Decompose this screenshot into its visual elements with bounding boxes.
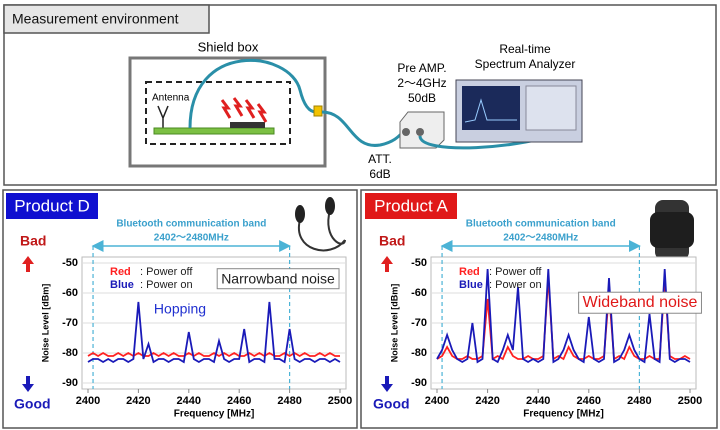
x-tick-label: 2420 <box>475 395 499 407</box>
legend-key: Red <box>459 266 480 278</box>
x-tick-label: 2400 <box>76 395 100 407</box>
diagram-panel <box>3 4 717 186</box>
product-title: Product D <box>14 196 90 215</box>
diagram-header: Measurement environment <box>12 11 179 27</box>
quality-bottom: Good <box>373 396 410 412</box>
annotation-box <box>578 291 702 314</box>
antenna <box>157 105 169 128</box>
annotation-box <box>216 268 340 290</box>
up-arrow <box>381 256 393 272</box>
analyzer-screen <box>462 86 520 130</box>
y-tick-label: -60 <box>62 287 78 299</box>
screen-trace <box>464 98 517 123</box>
att-label: 6dB <box>369 167 390 181</box>
watch-icon <box>650 200 694 260</box>
chip <box>230 122 265 128</box>
legend-label: : Power off <box>489 266 542 278</box>
amp-label: 50dB <box>408 91 436 105</box>
inner-box <box>145 81 291 145</box>
annotation: Wideband noise <box>583 294 698 311</box>
series-line <box>87 351 340 358</box>
att-label: ATT. <box>368 152 392 166</box>
cable <box>188 58 317 129</box>
y-tick-label: -90 <box>411 377 427 389</box>
legend-label: : Power on <box>140 279 193 291</box>
quality-bottom: Good <box>14 396 51 412</box>
port <box>402 128 410 136</box>
earphones-icon <box>295 197 346 252</box>
analyzer-label: Real-time <box>499 42 551 56</box>
x-tick-label: 2440 <box>177 395 201 407</box>
x-tick-label: 2500 <box>328 395 352 407</box>
x-tick-label: 2460 <box>227 395 251 407</box>
quality-top: Bad <box>379 233 405 249</box>
up-arrow <box>22 256 34 272</box>
band-range-label: 2402～2480MHz <box>154 233 229 244</box>
shield-box-label: Shield box <box>198 39 259 54</box>
x-tick-label: 2400 <box>425 395 449 407</box>
annotation: Hopping <box>154 301 206 317</box>
legend-key: Blue <box>459 279 483 291</box>
y-tick-label: -60 <box>411 287 427 299</box>
amp-label: Pre AMP. <box>397 61 446 75</box>
product-title-box <box>365 193 457 219</box>
band-label: Bluetooth communication band <box>116 219 266 230</box>
y-axis-label: Noise Level [dBm] <box>40 284 50 363</box>
down-arrow <box>381 376 393 392</box>
annotation: Narrowband noise <box>221 271 335 287</box>
pcb <box>153 127 275 135</box>
y-tick-label: -80 <box>411 347 427 359</box>
legend-label: : Power off <box>140 266 193 278</box>
x-axis-label: Frequency [MHz] <box>174 409 255 420</box>
y-tick-label: -70 <box>62 317 78 329</box>
series-line <box>436 268 691 364</box>
x-tick-label: 2460 <box>577 395 601 407</box>
legend-key: Blue <box>110 279 134 291</box>
down-arrow <box>22 376 34 392</box>
diagram-header-box <box>3 4 210 34</box>
x-tick-label: 2440 <box>526 395 550 407</box>
x-axis-label: Frequency [MHz] <box>523 409 604 420</box>
series-line <box>87 301 341 364</box>
x-tick-label: 2420 <box>126 395 150 407</box>
legend-key: Red <box>110 266 131 278</box>
product-title: Product A <box>374 196 448 215</box>
y-axis-label: Noise Level [dBm] <box>389 284 399 363</box>
y-tick-label: -50 <box>62 257 78 269</box>
x-tick-label: 2500 <box>678 395 702 407</box>
x-tick-label: 2480 <box>627 395 651 407</box>
antenna-label: Antenna <box>152 93 190 104</box>
port <box>416 128 424 136</box>
series-line <box>436 277 691 361</box>
noise-icon <box>220 97 268 123</box>
analyzer-keys <box>525 85 577 131</box>
product-title-box <box>6 193 98 219</box>
amp-label: 2～4GHz <box>397 76 446 90</box>
quality-top: Bad <box>20 233 46 249</box>
y-tick-label: -80 <box>62 347 78 359</box>
connector <box>313 105 323 117</box>
band-label: Bluetooth communication band <box>466 219 616 230</box>
analyzer-label: Spectrum Analyzer <box>475 57 576 71</box>
x-tick-label: 2480 <box>277 395 301 407</box>
y-tick-label: -70 <box>411 317 427 329</box>
band-range-label: 2402～2480MHz <box>503 233 578 244</box>
y-tick-label: -90 <box>62 377 78 389</box>
legend-label: : Power on <box>489 279 542 291</box>
y-tick-label: -50 <box>411 257 427 269</box>
